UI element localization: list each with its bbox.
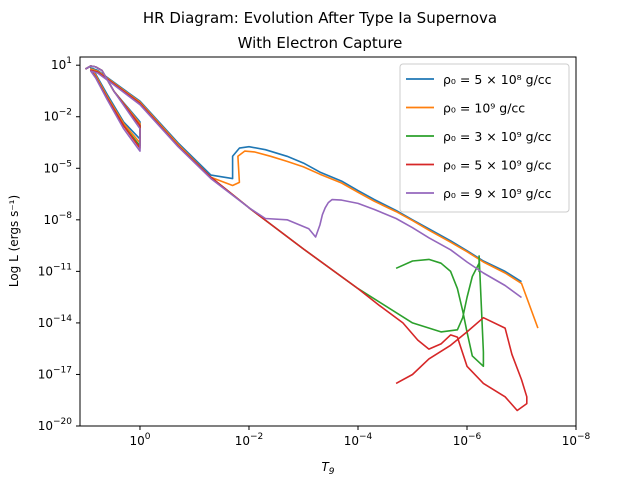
- chart-title: HR Diagram: Evolution After Type Ia Supe…: [143, 9, 497, 27]
- x-tick-label: 10−2: [235, 432, 264, 448]
- y-tick-label: 101: [51, 56, 72, 72]
- legend-frame: [399, 63, 570, 213]
- y-tick-label: 10−17: [38, 365, 72, 381]
- y-tick-label: 10−8: [43, 211, 72, 227]
- x-tick-label: 100: [129, 432, 150, 448]
- y-tick-label: 10−5: [43, 159, 72, 175]
- y-tick-label: 10−20: [38, 417, 73, 433]
- legend-label-5: ρ₀ = 9 × 10⁹ g/cc: [443, 186, 552, 201]
- legend: ρ₀ = 5 × 10⁸ g/cc ρ₀ = 10⁹ g/cc ρ₀ = 3 × 1…: [399, 63, 570, 213]
- x-tick-label: 10−4: [344, 432, 373, 448]
- y-axis: 101 10−2 10−5 10−8 10−11 10−14 10−17 10−20: [38, 56, 80, 433]
- plot-frame: [79, 56, 577, 427]
- y-tick-label: 10−2: [43, 108, 72, 124]
- legend-label-4: ρ₀ = 5 × 10⁹ g/cc: [443, 158, 552, 173]
- legend-label-3: ρ₀ = 3 × 10⁹ g/cc: [443, 129, 552, 144]
- legend-label-2: ρ₀ = 10⁹ g/cc: [443, 101, 525, 116]
- x-tick-label: 10−6: [453, 432, 482, 448]
- x-axis: 100 10−2 10−4 10−6 10−8: [129, 426, 591, 448]
- y-axis-label: Log L (ergs s⁻¹): [7, 195, 21, 287]
- legend-label-1: ρ₀ = 5 × 10⁸ g/cc: [443, 72, 552, 87]
- y-tick-label: 10−14: [38, 314, 73, 330]
- x-tick-label: 10−8: [562, 432, 591, 448]
- series-layer: [85, 65, 539, 412]
- chart-subtitle: With Electron Capture: [238, 34, 403, 52]
- x-axis-label: T9: [321, 460, 334, 477]
- legend-items: ρ₀ = 5 × 10⁸ g/cc ρ₀ = 10⁹ g/cc ρ₀ = 3 × 1…: [406, 72, 552, 201]
- y-tick-label: 10−11: [38, 262, 72, 278]
- series-line-5: [85, 65, 522, 299]
